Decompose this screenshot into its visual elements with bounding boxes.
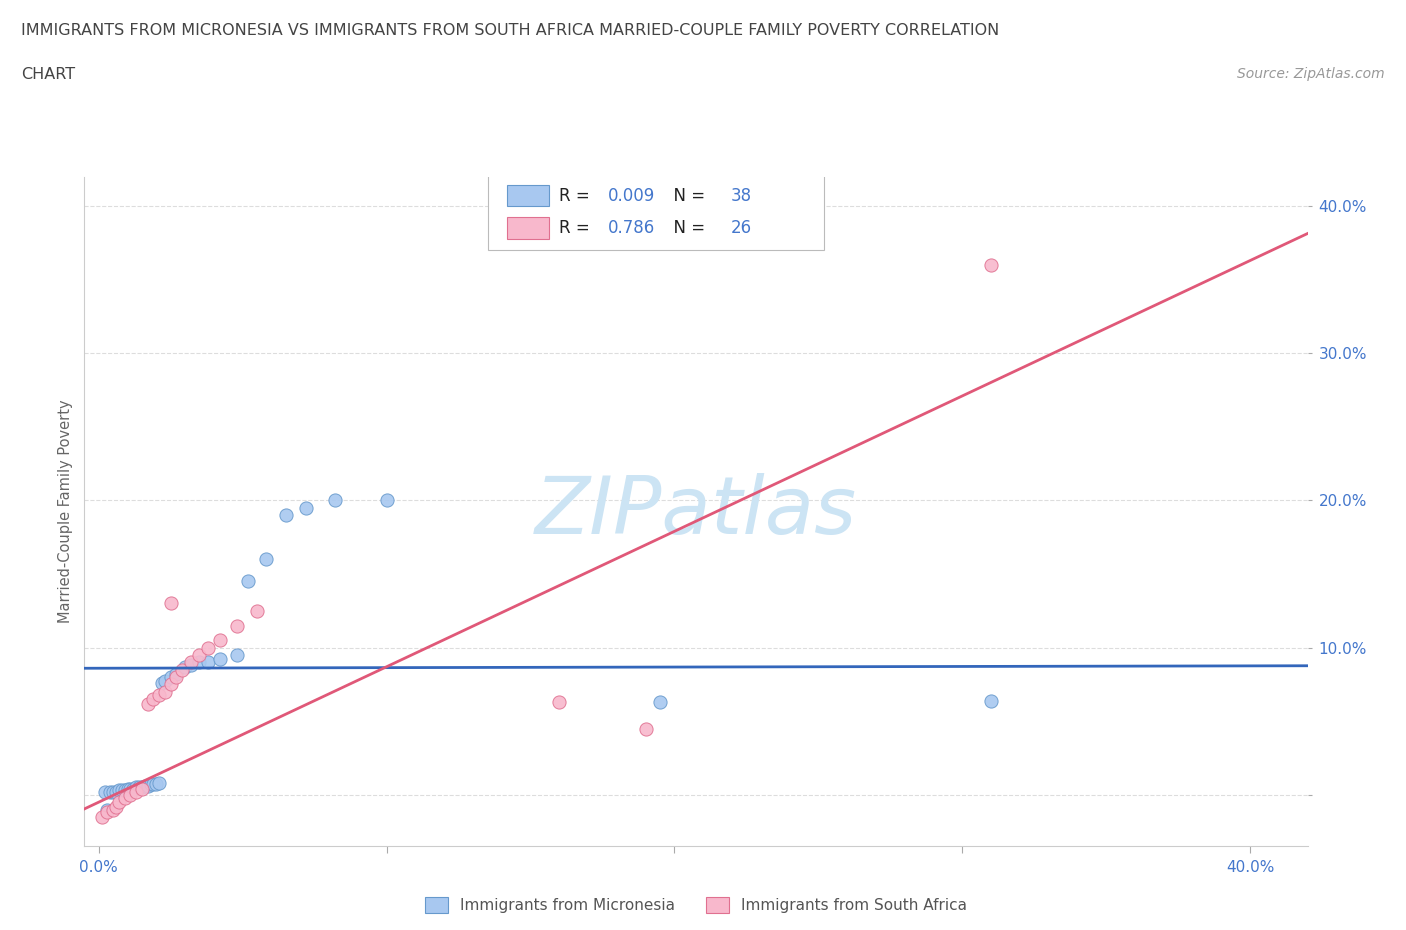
Point (153, 674, 176, 689)
Text: N =: N = (662, 187, 710, 205)
Point (274, 508, 297, 523)
Text: R =: R = (560, 187, 595, 205)
Point (90, 809, 112, 824)
Point (246, 604, 269, 618)
Point (197, 655, 219, 670)
Text: 0.786: 0.786 (607, 219, 655, 237)
Point (238, 574, 260, 589)
Text: 0.009: 0.009 (607, 187, 655, 205)
Point (174, 659, 197, 674)
Point (980, 258, 1002, 272)
Point (180, 655, 202, 670)
Point (131, 780, 153, 795)
Point (114, 790, 136, 805)
Point (105, 799, 128, 814)
Point (295, 500, 318, 515)
Text: 26: 26 (731, 219, 752, 237)
Point (96, 805, 118, 820)
Point (101, 802, 124, 817)
Point (375, 493, 398, 508)
Point (111, 783, 134, 798)
Point (159, 670, 181, 684)
Point (166, 667, 188, 682)
Text: N =: N = (662, 219, 710, 237)
Point (980, 693, 1002, 708)
Point (142, 692, 165, 707)
Point (180, 658, 202, 672)
Point (120, 788, 142, 803)
Point (634, 721, 657, 736)
Point (134, 778, 156, 793)
Point (114, 783, 136, 798)
Point (148, 687, 170, 702)
Point (208, 652, 231, 667)
Point (166, 670, 188, 684)
Point (108, 795, 131, 810)
Point (93, 784, 115, 799)
Text: Source: ZipAtlas.com: Source: ZipAtlas.com (1237, 67, 1385, 81)
Point (159, 677, 181, 692)
Point (548, 695, 571, 710)
Point (254, 551, 277, 566)
FancyBboxPatch shape (508, 218, 550, 239)
Point (225, 618, 247, 633)
FancyBboxPatch shape (508, 185, 550, 206)
Point (172, 662, 194, 677)
Point (101, 784, 124, 799)
Point (98, 784, 121, 799)
Text: R =: R = (560, 219, 595, 237)
Point (131, 781, 153, 796)
Point (142, 777, 165, 792)
Point (108, 783, 131, 798)
Point (648, 695, 671, 710)
Point (145, 777, 167, 792)
FancyBboxPatch shape (488, 173, 824, 250)
Point (153, 684, 176, 699)
Point (197, 640, 219, 655)
Legend: Immigrants from Micronesia, Immigrants from South Africa: Immigrants from Micronesia, Immigrants f… (419, 891, 973, 919)
Point (136, 778, 159, 793)
Point (159, 596, 181, 611)
Point (323, 493, 346, 508)
Point (148, 776, 170, 790)
Point (125, 784, 148, 799)
Point (188, 655, 211, 670)
Text: ZIPatlas: ZIPatlas (534, 472, 858, 551)
Point (122, 781, 145, 796)
Point (208, 632, 231, 647)
Text: 38: 38 (731, 187, 752, 205)
Point (105, 784, 128, 799)
Point (117, 781, 139, 796)
Point (125, 780, 148, 795)
Point (150, 675, 173, 690)
Point (128, 780, 150, 795)
Point (136, 697, 159, 711)
Point (139, 777, 162, 792)
Point (96, 802, 118, 817)
Text: IMMIGRANTS FROM MICRONESIA VS IMMIGRANTS FROM SOUTH AFRICA MARRIED-COUPLE FAMILY: IMMIGRANTS FROM MICRONESIA VS IMMIGRANTS… (21, 23, 1000, 38)
Point (188, 647, 211, 662)
Text: CHART: CHART (21, 67, 75, 82)
Point (225, 647, 247, 662)
Point (120, 781, 142, 796)
Y-axis label: Married-Couple Family Poverty: Married-Couple Family Poverty (58, 400, 73, 623)
